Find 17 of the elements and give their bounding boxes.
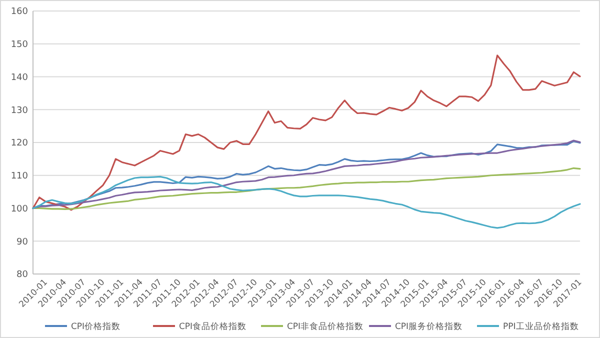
legend-label: CPI价格指数 [71, 320, 121, 332]
y-tick-label: 100 [10, 204, 28, 214]
y-tick-label: 140 [10, 72, 28, 83]
y-tick-label: 90 [16, 237, 28, 248]
y-tick-label: 120 [10, 138, 28, 149]
legend-label: CPI服务价格指数 [395, 320, 463, 332]
y-tick-label: 160 [10, 7, 28, 18]
line-series [32, 54, 581, 211]
y-tick-label: 110 [10, 172, 28, 182]
line-series [32, 167, 581, 210]
line-series [32, 176, 581, 229]
legend-label: CPI食品价格指数 [179, 320, 247, 332]
legend-label: CPI非食品价格指数 [287, 320, 364, 332]
y-tick-label: 80 [16, 270, 28, 280]
y-tick-label: 150 [10, 40, 28, 50]
y-tick-label: 130 [10, 106, 28, 116]
legend-label: PPI工业品价格指数 [503, 320, 579, 332]
